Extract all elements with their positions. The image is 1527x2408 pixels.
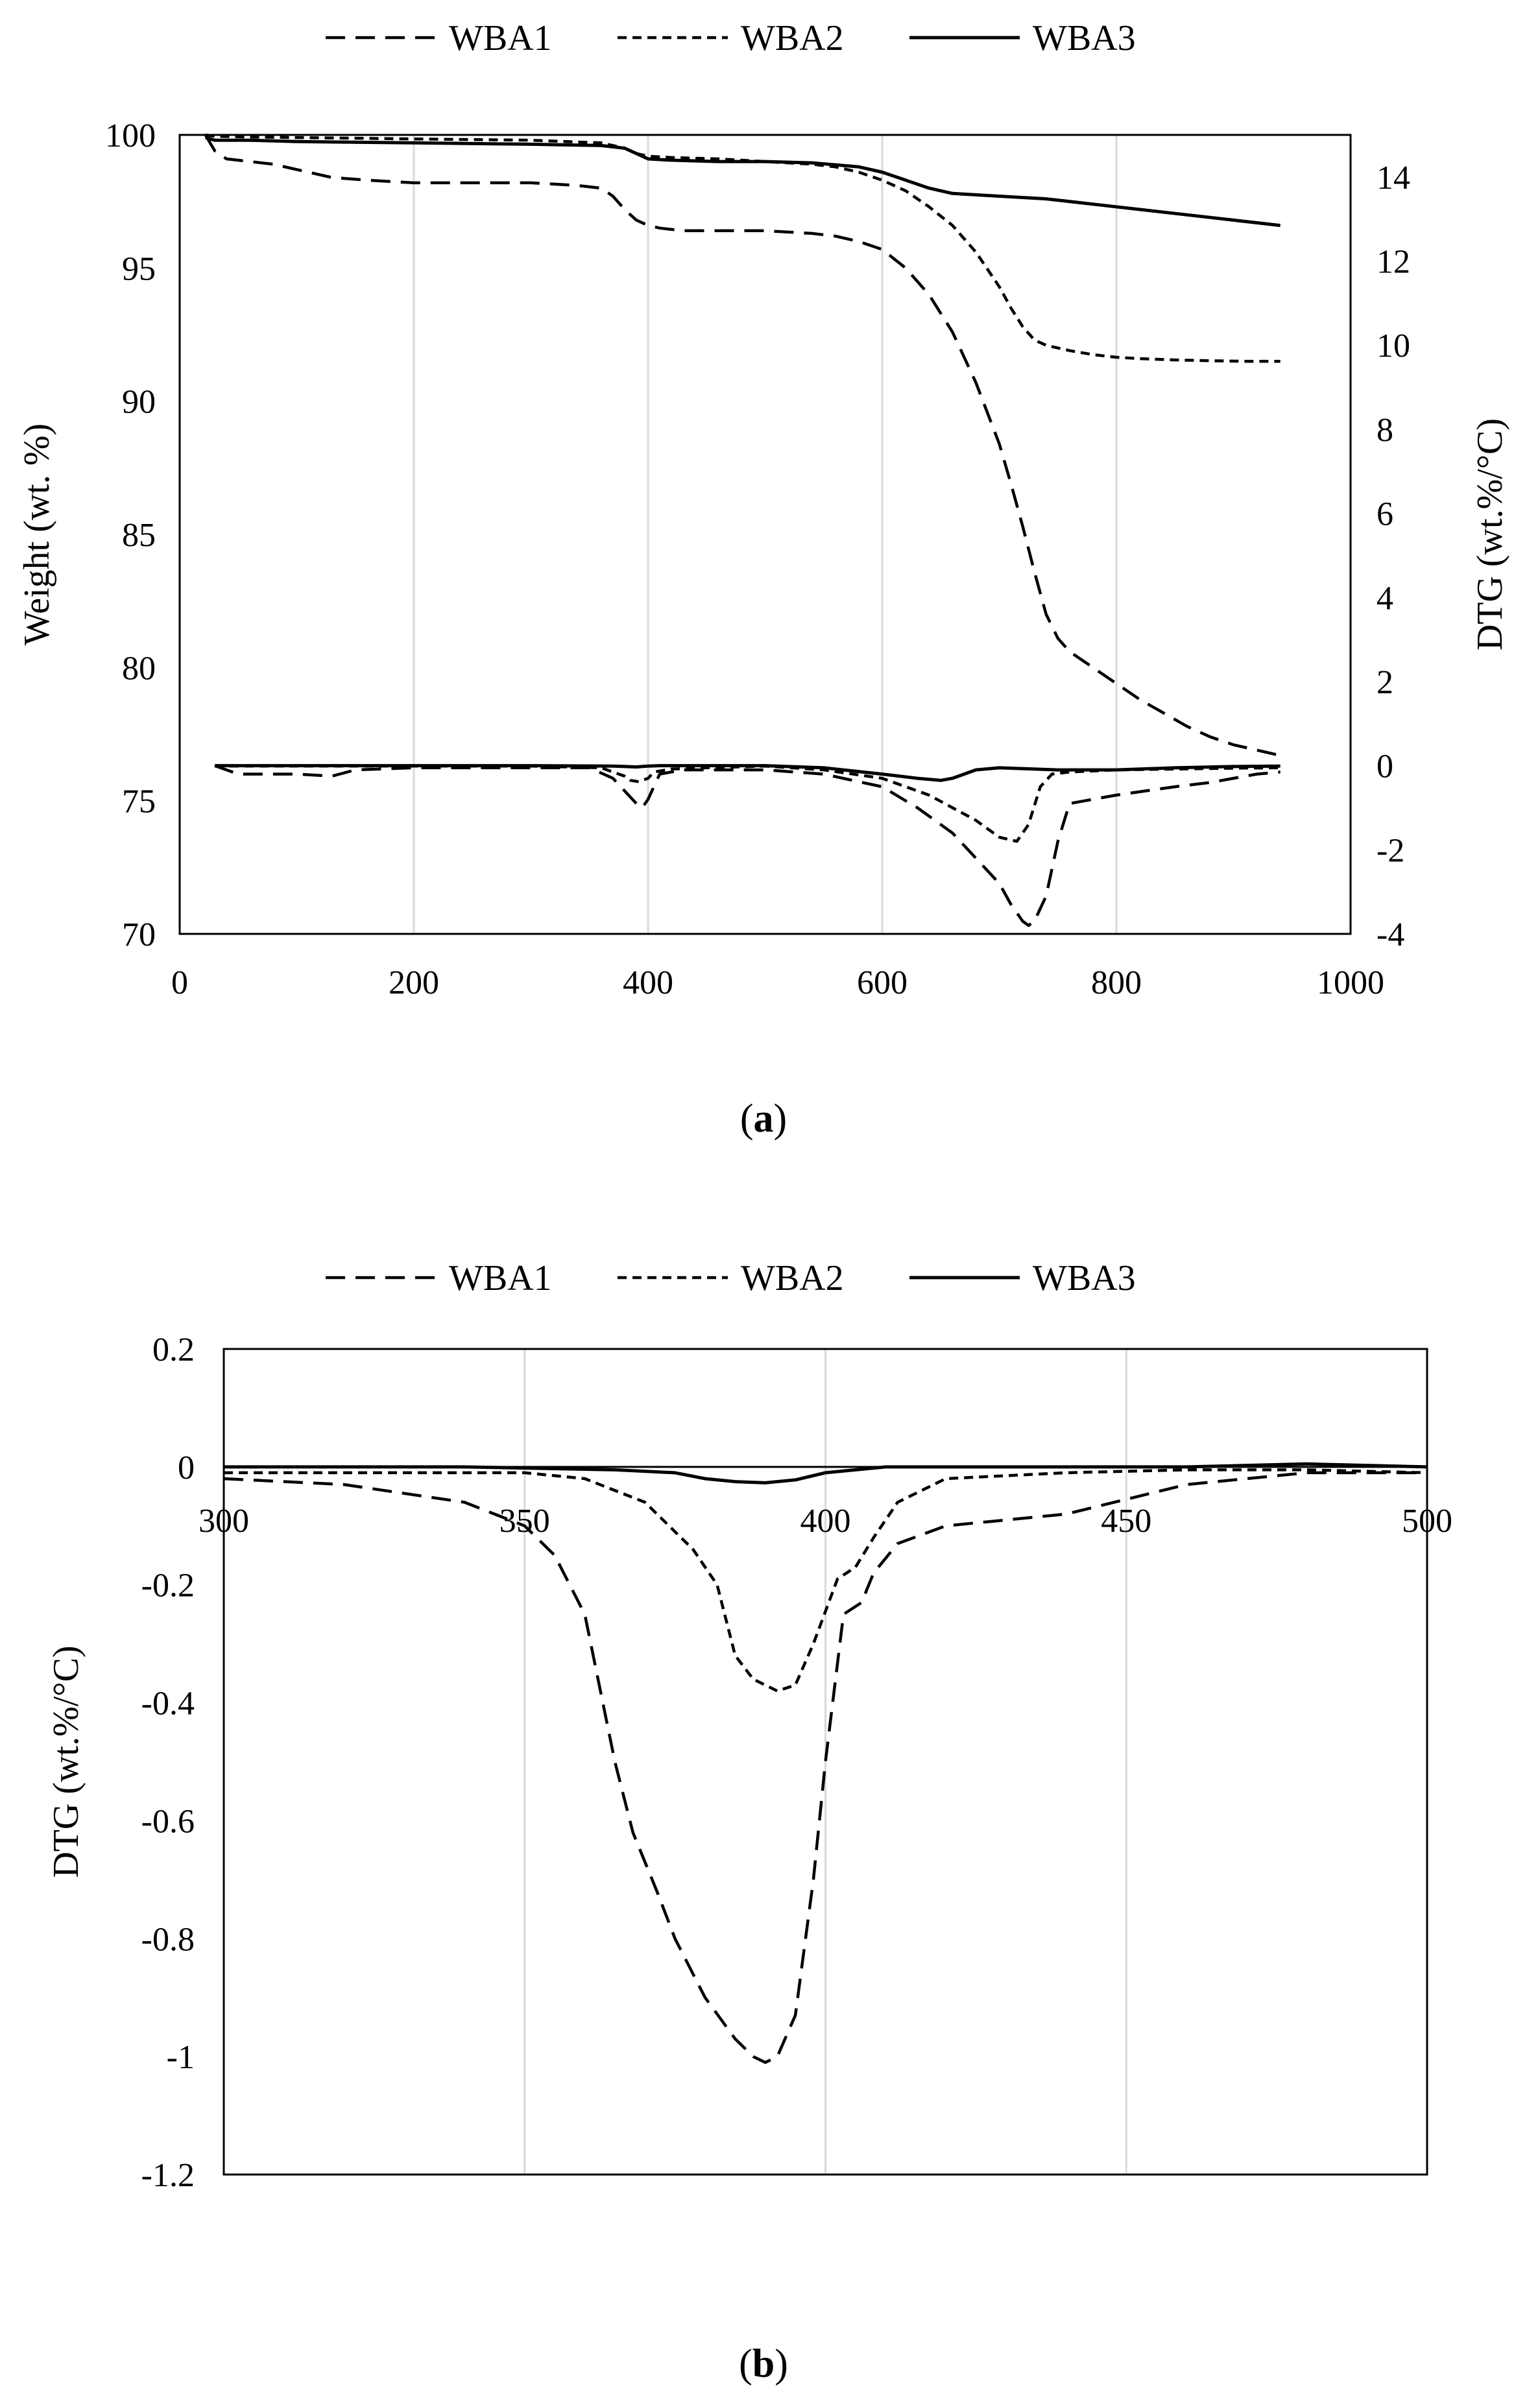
caption-close: ) (774, 1097, 788, 1141)
y-tick-label: 85 (122, 517, 156, 554)
y2-tick-label: 14 (1377, 160, 1410, 197)
legend-label-wba3: WBA3 (1033, 1258, 1136, 1298)
legend-label-wba3: WBA3 (1033, 18, 1136, 58)
series-line-wba3-weight (205, 136, 1281, 228)
y2-tick-label: -2 (1377, 832, 1404, 869)
legend: WBA1 WBA2 WBA3 (326, 1258, 1136, 1298)
y-tick-label: 80 (122, 650, 156, 687)
series-line-wba1 (223, 1471, 1427, 2064)
series-line-wba2 (224, 1468, 1428, 1693)
panel-caption-b: (b) (739, 2342, 788, 2386)
caption-open: ( (739, 2342, 752, 2386)
series-line-wba3-dtg (215, 764, 1281, 782)
x-tick-label: 600 (857, 964, 908, 1001)
x-tick-label: 200 (389, 964, 439, 1001)
x-tick-label: 350 (499, 1503, 550, 1540)
legend-label-wba2: WBA2 (741, 18, 844, 58)
y2-tick-label: 0 (1377, 748, 1393, 785)
series-line-wba2-weight (205, 133, 1281, 363)
y-tick-label: -0.8 (141, 1921, 195, 1958)
series-line-wba3 (224, 1462, 1428, 1484)
series-line-wba1-dtg (214, 764, 1281, 927)
y2-axis-title: DTG (wt.%/°C) (1470, 418, 1510, 650)
panel-caption-a: (a) (740, 1097, 787, 1141)
plot-area-frame (222, 1348, 1428, 2176)
y-tick-label: 75 (122, 783, 156, 820)
caption-letter: b (752, 2342, 775, 2386)
y2-tick-label: 10 (1377, 328, 1410, 364)
y-tick-label: -1 (167, 2039, 195, 2076)
y2-tick-label: 2 (1377, 664, 1393, 701)
x-tick-label: 400 (800, 1503, 851, 1540)
y-tick-label: 90 (122, 384, 156, 421)
caption-close: ) (775, 2342, 788, 2386)
x-tick-label: 1000 (1317, 964, 1384, 1001)
y2-tick-label: -4 (1377, 916, 1404, 953)
y-tick-label: 0 (178, 1449, 195, 1486)
y-tick-label: 70 (122, 916, 156, 953)
y2-tick-label: 12 (1377, 244, 1410, 281)
y-tick-label: 95 (122, 250, 156, 287)
x-tick-label: 400 (623, 964, 673, 1001)
y-axis-title: Weight (wt. %) (17, 423, 57, 645)
y-tick-label: -0.2 (141, 1568, 195, 1604)
caption-letter: a (754, 1097, 774, 1141)
plot-area-frame (178, 134, 1352, 935)
y2-tick-label: 6 (1377, 496, 1393, 533)
x-tick-label: 500 (1402, 1503, 1452, 1540)
y-axis-title: DTG (wt.%/°C) (46, 1645, 86, 1878)
legend-label-wba2: WBA2 (741, 1258, 844, 1298)
x-tick-label: 800 (1091, 964, 1142, 1001)
y-tick-label: 0.2 (152, 1331, 195, 1368)
legend-label-wba1: WBA1 (449, 1258, 552, 1298)
x-tick-label: 300 (198, 1503, 249, 1540)
x-tick-label: 450 (1101, 1503, 1151, 1540)
y2-tick-label: 4 (1377, 580, 1393, 617)
legend-label-wba1: WBA1 (449, 18, 552, 58)
legend: WBA1 WBA2 WBA3 (326, 18, 1136, 58)
y-tick-label: 100 (105, 117, 156, 154)
y-tick-label: -0.6 (141, 1803, 195, 1840)
y-tick-label: -1.2 (141, 2157, 195, 2194)
y-tick-label: -0.4 (141, 1686, 195, 1723)
y2-tick-label: 8 (1377, 412, 1393, 449)
series-line-wba1-weight (204, 134, 1281, 757)
chart-panel-b: 300 350 400 450 500 -1.2 -1 -0.8 -0.6 -0.4 -0.2 0 0.… (46, 1258, 1452, 2386)
chart-panel-a: 0 200 400 600 800 1000 70 75 80 85 90 95 100 -4 -2 0 2 4 6… (17, 18, 1510, 1141)
caption-open: ( (740, 1097, 754, 1141)
x-tick-label: 0 (171, 964, 188, 1001)
